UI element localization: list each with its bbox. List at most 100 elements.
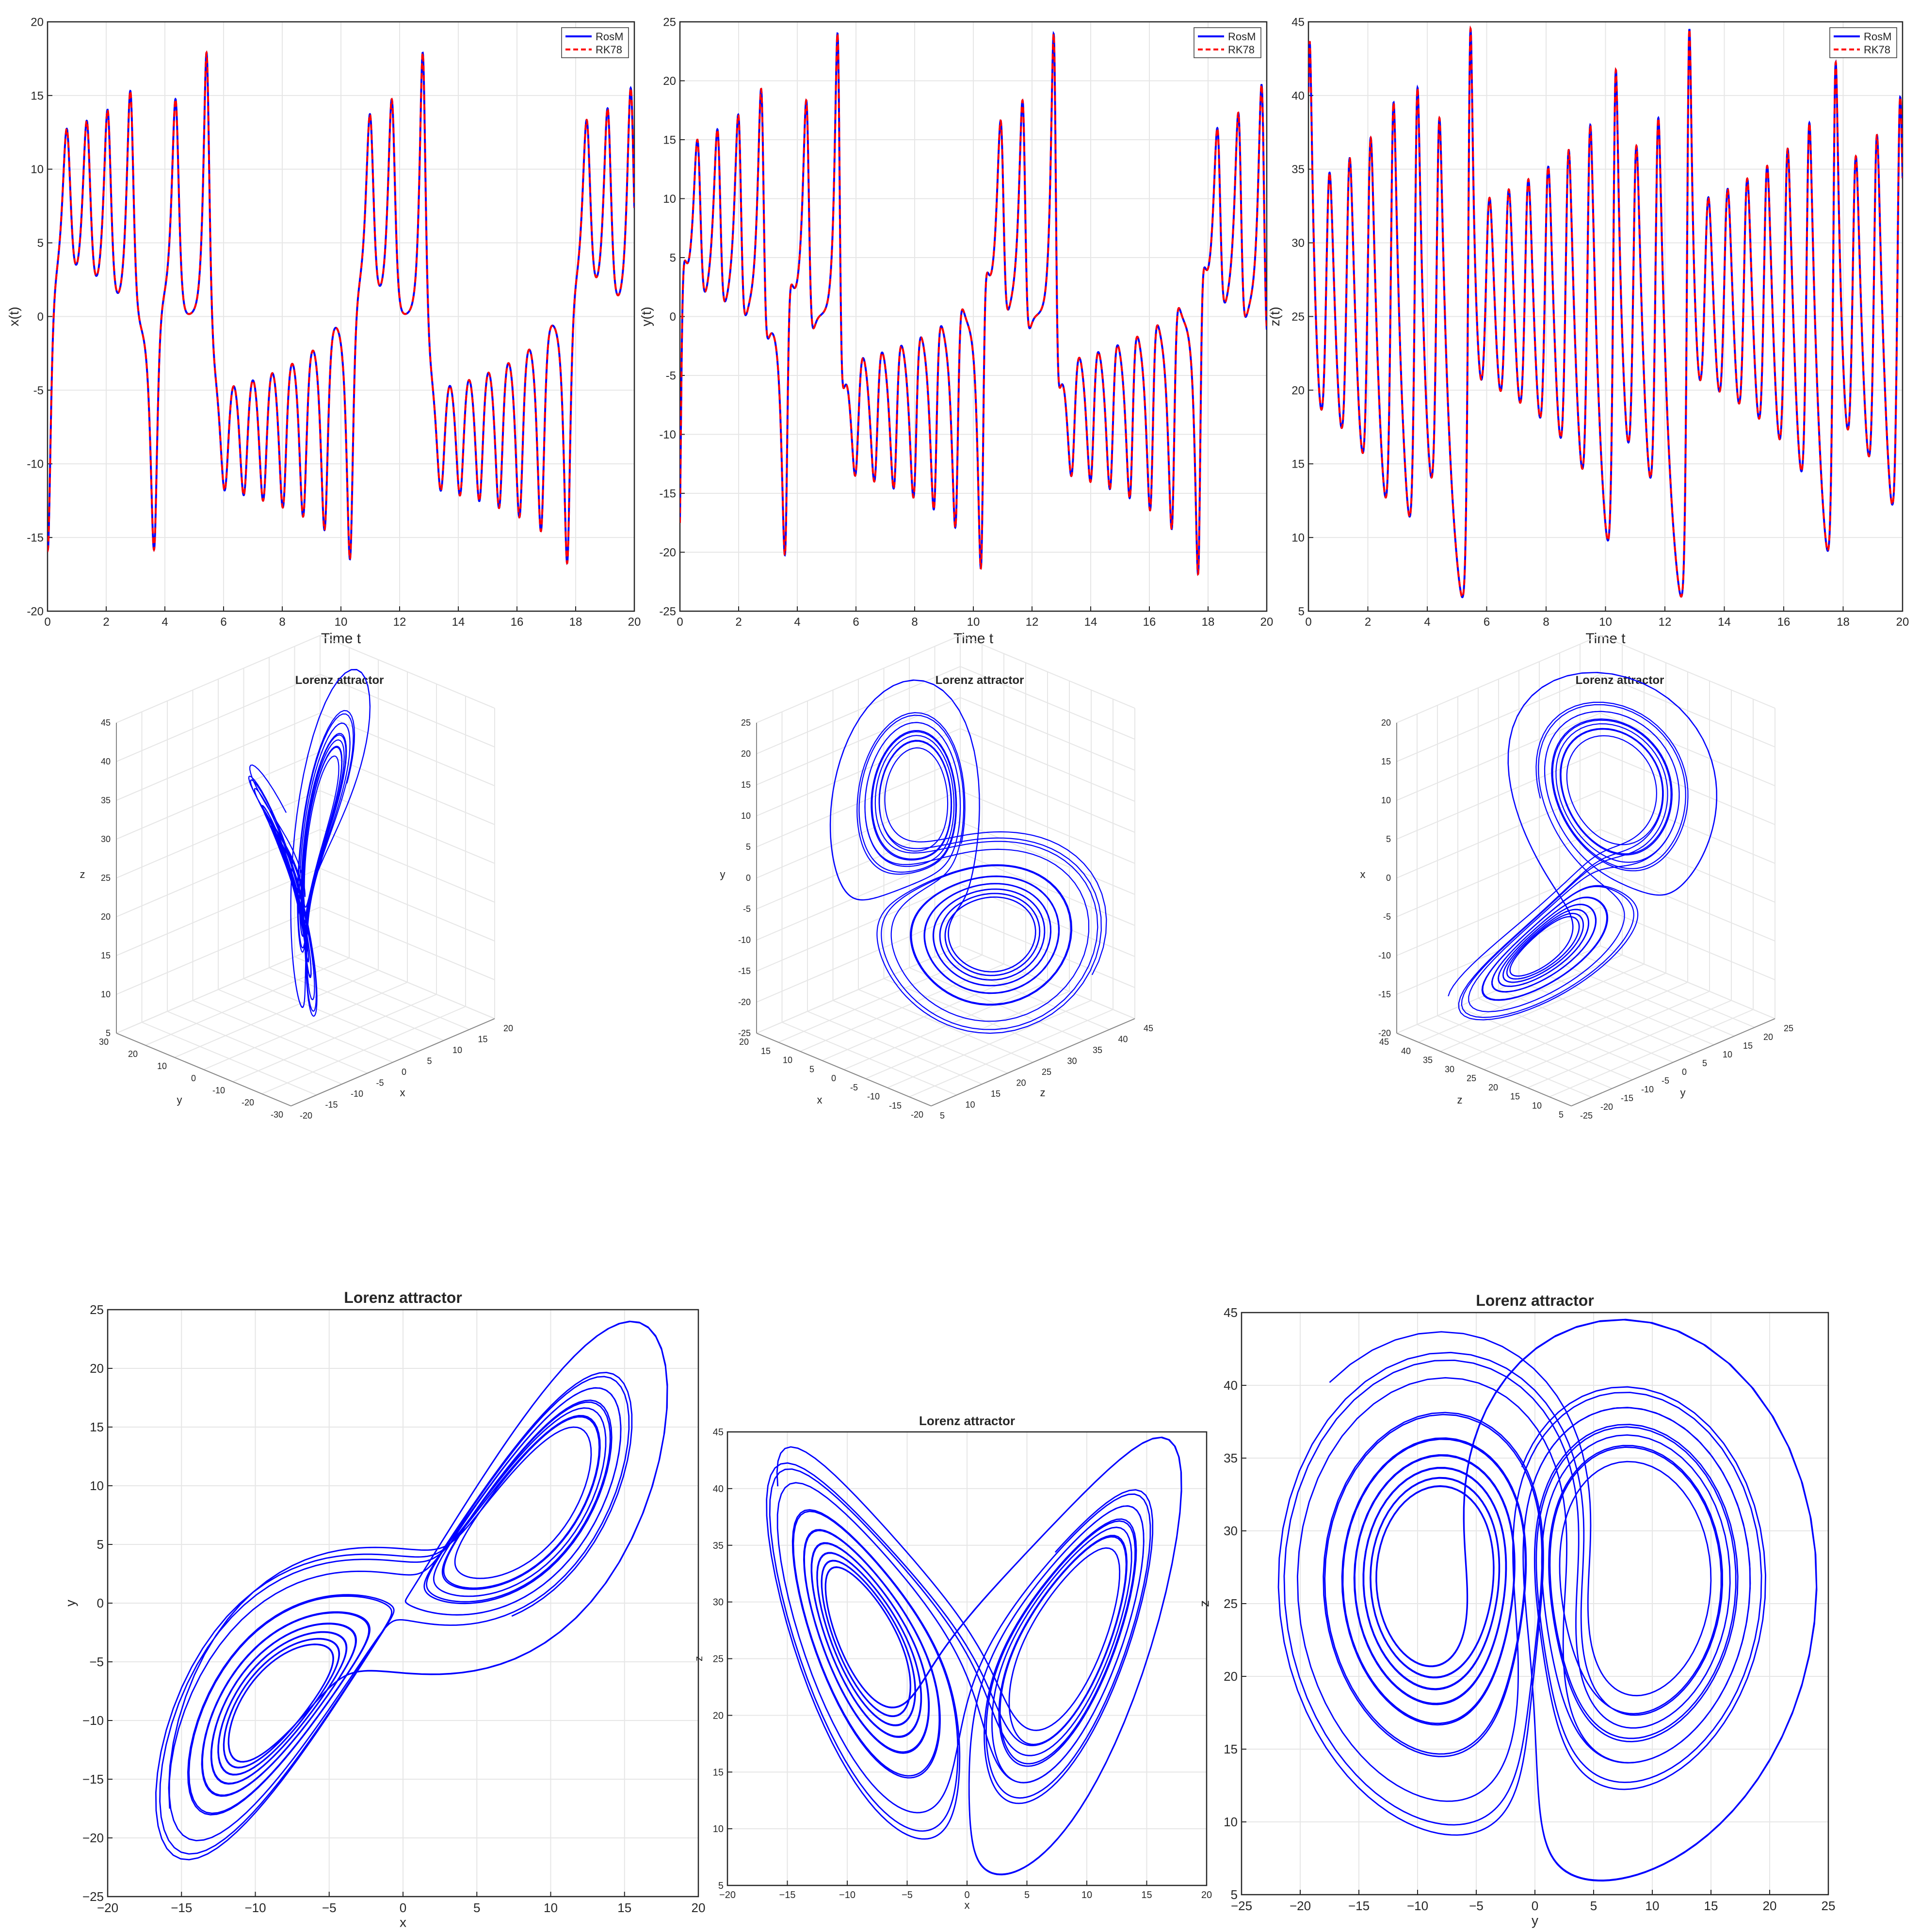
wall-gridline: [756, 821, 961, 909]
y-tick-label: 15: [1291, 458, 1305, 471]
y-tick-label: 20: [713, 1710, 724, 1721]
attractor-3d-view-1: -20-15-10-505101520-30-20-10010203051015…: [80, 635, 513, 1120]
x-tick-label: 20: [1260, 616, 1274, 629]
axis-b-tick-label: 0: [831, 1073, 836, 1083]
phase-portrait-3: −25 −20 −15 −10 −5 0 5 10 15 20 25 5 10 15 20 25 30 35 40 4…: [1196, 1292, 1835, 1928]
attractor-3d-view-3: -25 -20 -15 -10 -5 0 5 10 15 20 25 5 10 15 20 25 30 35 40 4…: [1360, 635, 1793, 1120]
axes-box: [107, 1309, 699, 1898]
axis-edge: [756, 1033, 932, 1106]
y-axis-label: z: [1196, 1600, 1211, 1607]
axis-b-tick-label: 25: [1467, 1073, 1476, 1083]
floor-gridline: [843, 982, 1048, 1070]
time-series-plot-1: 0 2 4 6 8 10 12 14 16 18 20-20-15-10-505101520Time…: [6, 16, 641, 647]
wall-gridline: [1600, 790, 1775, 864]
y-tick-label: 30: [1291, 237, 1305, 250]
y-tick-label: 25: [663, 16, 676, 29]
y-tick-label: 30: [713, 1597, 724, 1608]
axis-a-tick-label: -20: [1600, 1102, 1613, 1112]
vertical-tick-label: -20: [1378, 1028, 1391, 1038]
wall-gridline: [756, 635, 961, 723]
y-tick-label: 35: [713, 1541, 724, 1551]
y-tick-label: -5: [666, 369, 676, 382]
x-tick-label: −20: [97, 1900, 118, 1915]
x-axis-label: Time t: [953, 631, 994, 647]
wall-gridline: [320, 829, 495, 903]
wall-gridline: [756, 914, 961, 1003]
wall-gridline: [320, 674, 495, 747]
y-tick-label: 10: [713, 1824, 724, 1835]
x-tick-label: 18: [569, 616, 582, 629]
legend-box: [1829, 27, 1897, 58]
legend-rk78-label: RK78: [596, 44, 622, 56]
axis-b-tick-label: 20: [739, 1037, 749, 1047]
floor-gridline: [800, 963, 1004, 1052]
wall-gridline: [1396, 713, 1601, 801]
x-tick-label: −5: [902, 1890, 913, 1900]
x-axis-label: y: [1532, 1913, 1538, 1928]
y-tick-label: 35: [1224, 1451, 1238, 1465]
axis-a-tick-label: 10: [966, 1100, 975, 1110]
axis-edge: [290, 1018, 495, 1106]
axis-a-tick-label: 20: [1763, 1032, 1773, 1042]
vertical-tick-label: 5: [746, 842, 751, 852]
y-axis-label: z: [693, 1656, 705, 1661]
axis-a-tick-label: 5: [427, 1056, 432, 1066]
x-tick-label: −5: [1469, 1899, 1484, 1913]
y-tick-label: 20: [31, 16, 44, 29]
wall-gridline: [116, 829, 321, 917]
y-tick-label: 30: [1224, 1524, 1238, 1538]
axis-b-tick-label: -15: [889, 1101, 902, 1110]
axis-b-tick-label: 5: [809, 1064, 814, 1074]
wall-gridline: [320, 635, 495, 709]
wall-gridline: [320, 713, 495, 786]
axis-b-tick-label: -5: [850, 1083, 858, 1092]
y-tick-label: 10: [1291, 532, 1305, 545]
wall-gridline: [320, 907, 495, 980]
wall-gridline: [116, 635, 321, 723]
vertical-tick-label: 10: [101, 990, 111, 999]
legend-rosm-label: RosM: [1864, 31, 1891, 43]
x-tick-label: 2: [735, 616, 742, 629]
vertical-tick-label: 10: [741, 811, 751, 821]
y-tick-label: -5: [33, 384, 44, 397]
y-tick-label: 5: [670, 251, 676, 264]
y-tick-label: 25: [1224, 1596, 1238, 1611]
axis-edge: [116, 1033, 291, 1106]
vertical-tick-label: 25: [741, 718, 751, 728]
axis-a-tick-label: -15: [1621, 1093, 1633, 1103]
x-tick-label: 15: [1704, 1899, 1718, 1913]
y-tick-label: −20: [82, 1831, 104, 1845]
x-tick-label: 10: [1599, 616, 1612, 629]
x-tick-label: 10: [967, 616, 980, 629]
y-tick-label: 20: [663, 75, 676, 88]
x-tick-label: −20: [1290, 1899, 1311, 1913]
x-tick-label: −20: [719, 1890, 736, 1900]
vertical-tick-label: 5: [1386, 834, 1391, 844]
wall-gridline: [960, 697, 1135, 771]
floor-gridline: [1527, 1000, 1732, 1088]
attractor-trajectory: [829, 679, 1107, 1034]
y-tick-label: 10: [1224, 1815, 1238, 1829]
wall-gridline: [960, 759, 1135, 833]
x-tick-label: 4: [1424, 616, 1430, 629]
vertical-tick-label: 25: [101, 873, 111, 883]
x-tick-label: 12: [1659, 616, 1672, 629]
wall-gridline: [756, 790, 961, 878]
wall-gridline: [1600, 635, 1775, 709]
x-tick-label: 15: [617, 1900, 631, 1915]
axis-a-tick-label: 30: [1067, 1056, 1077, 1066]
x-tick-label: 12: [1026, 616, 1039, 629]
wall-gridline: [1396, 868, 1601, 956]
y-tick-label: −5: [89, 1655, 104, 1669]
x-tick-label: 15: [1141, 1890, 1152, 1900]
wall-gridline: [960, 635, 1135, 709]
y-tick-label: 40: [1224, 1378, 1238, 1393]
y-tick-label: 5: [97, 1537, 104, 1552]
wall-gridline: [116, 907, 321, 995]
axis-b-tick-label: 35: [1423, 1055, 1433, 1065]
wall-gridline: [1396, 674, 1601, 762]
axis-a-tick-label: 15: [1743, 1041, 1753, 1051]
vertical-tick-label: -15: [1378, 990, 1391, 999]
